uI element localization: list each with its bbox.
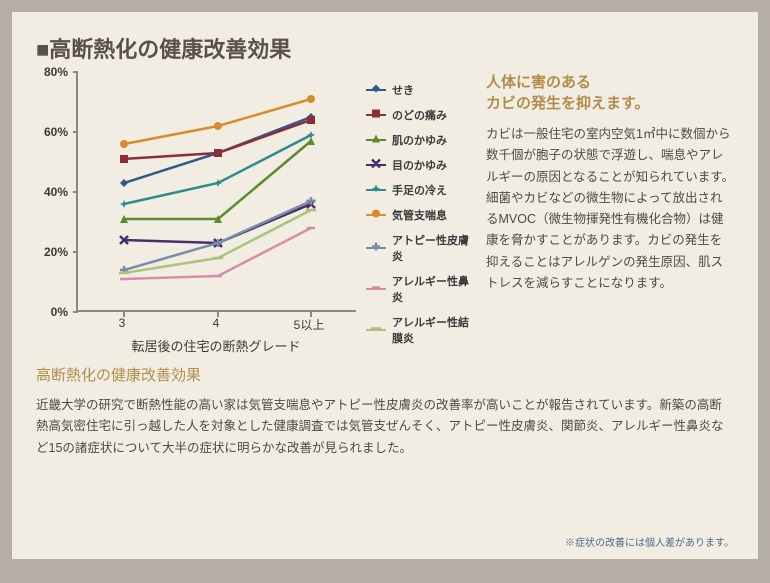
x-axis-title: 転居後の住宅の断熱グレード — [76, 336, 356, 355]
legend-item: アトピー性皮膚炎 — [366, 232, 476, 264]
legend-label: アレルギー性鼻炎 — [392, 273, 476, 305]
legend-label: 肌のかゆみ — [392, 132, 447, 148]
x-axis-labels: 3 4 5以上 — [76, 316, 356, 336]
info-card: ■高断熱化の健康改善効果 80% 60% 40% 20% 0% 3 4 5以上 転居後の住宅… — [12, 12, 758, 559]
legend-item: アレルギー性鼻炎 — [366, 273, 476, 305]
bottom-body: 近畿大学の研究で断熱性能の高い家は気管支喘息やアトピー性皮膚炎の改善率が高いこと… — [36, 395, 734, 459]
legend-item: のどの痛み — [366, 107, 476, 123]
legend-item: 手足の冷え — [366, 182, 476, 198]
x-tick-label: 5以上 — [294, 316, 325, 333]
legend-item: 目のかゆみ — [366, 157, 476, 173]
y-tick-label: 80% — [44, 65, 68, 79]
legend-label: アレルギー性結膜炎 — [392, 314, 476, 346]
x-tick-label: 3 — [119, 316, 126, 330]
y-axis-labels: 80%60%40%20%0% — [36, 72, 72, 312]
main-row: 80%60%40%20%0% 345以上 転居後の住宅の断熱グレード せきのどの… — [36, 72, 734, 342]
y-tick-label: 20% — [44, 245, 68, 259]
bottom-title: 高断熱化の健康改善効果 — [36, 364, 734, 385]
legend-label: 手足の冷え — [392, 182, 447, 198]
page-title: ■高断熱化の健康改善効果 — [36, 32, 734, 64]
line-chart: 80%60%40%20%0% 345以上 転居後の住宅の断熱グレード せきのどの… — [36, 72, 466, 342]
legend-label: のどの痛み — [392, 107, 447, 123]
sidebar-title: 人体に害のあるカビの発生を抑えます。 — [486, 72, 734, 114]
sidebar-column: 人体に害のあるカビの発生を抑えます。 カビは一般住宅の室内空気1㎡中に数個から数… — [486, 72, 734, 342]
legend-item: アレルギー性結膜炎 — [366, 314, 476, 346]
legend-item: せき — [366, 82, 476, 98]
y-tick-label: 0% — [51, 305, 68, 319]
legend-label: 気管支喘息 — [392, 207, 447, 223]
chart-svg — [78, 72, 356, 310]
sidebar-body: カビは一般住宅の室内空気1㎡中に数個から数千個が胞子の状態で浮遊し、喘息やアレル… — [486, 124, 734, 294]
x-tick-label: 4 — [213, 316, 220, 330]
legend-label: アトピー性皮膚炎 — [392, 232, 476, 264]
legend-label: 目のかゆみ — [392, 157, 447, 173]
y-tick-label: 60% — [44, 125, 68, 139]
footnote: ※症状の改善には個人差があります。 — [565, 534, 734, 549]
bottom-section: 高断熱化の健康改善効果 近畿大学の研究で断熱性能の高い家は気管支喘息やアトピー性… — [36, 364, 734, 459]
y-tick-label: 40% — [44, 185, 68, 199]
plot-area — [76, 72, 356, 312]
legend-label: せき — [392, 82, 414, 98]
chart-legend: せきのどの痛み肌のかゆみ目のかゆみ手足の冷え気管支喘息アトピー性皮膚炎アレルギー… — [366, 82, 476, 355]
legend-item: 気管支喘息 — [366, 207, 476, 223]
chart-column: 80%60%40%20%0% 345以上 転居後の住宅の断熱グレード せきのどの… — [36, 72, 466, 342]
legend-item: 肌のかゆみ — [366, 132, 476, 148]
